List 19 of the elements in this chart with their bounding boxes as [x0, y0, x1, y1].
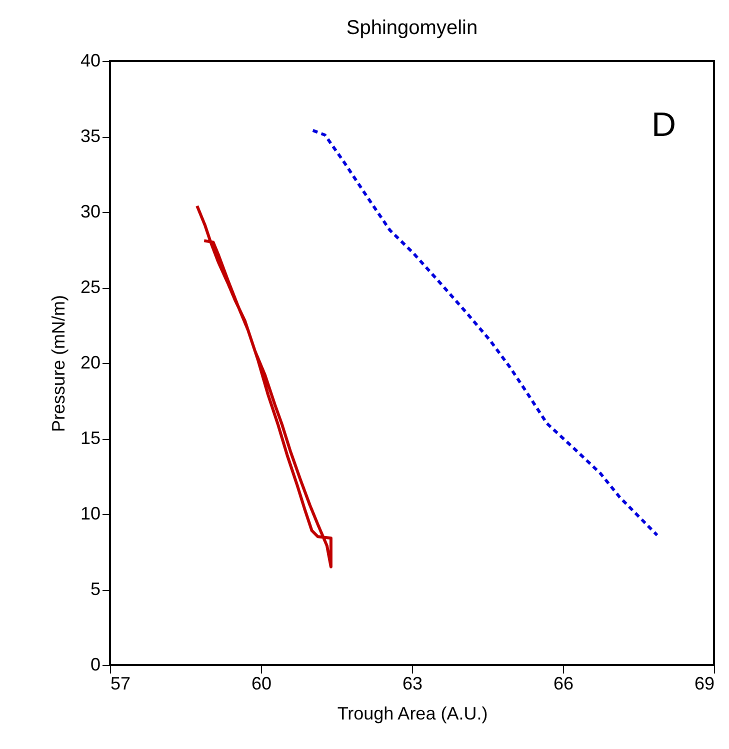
y-tick-label: 0 [90, 654, 100, 674]
y-tick-label: 30 [80, 202, 100, 222]
annotation: D [651, 106, 676, 144]
y-tick-label: 35 [80, 126, 100, 146]
y-tick-label: 10 [80, 504, 100, 524]
x-axis-title: Trough Area (A.U.) [337, 704, 488, 724]
x-tick-label: 57 [110, 674, 131, 694]
y-tick-label: 5 [90, 579, 100, 599]
x-tick-label: 60 [251, 674, 272, 694]
x-tick-label: 66 [553, 674, 574, 694]
y-tick-label: 25 [80, 277, 100, 297]
y-axis-title: Pressure (mN/m) [48, 294, 68, 432]
x-tick-label: 63 [402, 674, 423, 694]
y-tick-label: 15 [80, 428, 100, 448]
chart-title: Sphingomyelin [346, 17, 478, 39]
y-tick-label: 20 [80, 352, 100, 372]
y-tick-label: 40 [80, 50, 100, 70]
line-series [196, 204, 332, 568]
x-tick-label: 69 [694, 674, 714, 694]
